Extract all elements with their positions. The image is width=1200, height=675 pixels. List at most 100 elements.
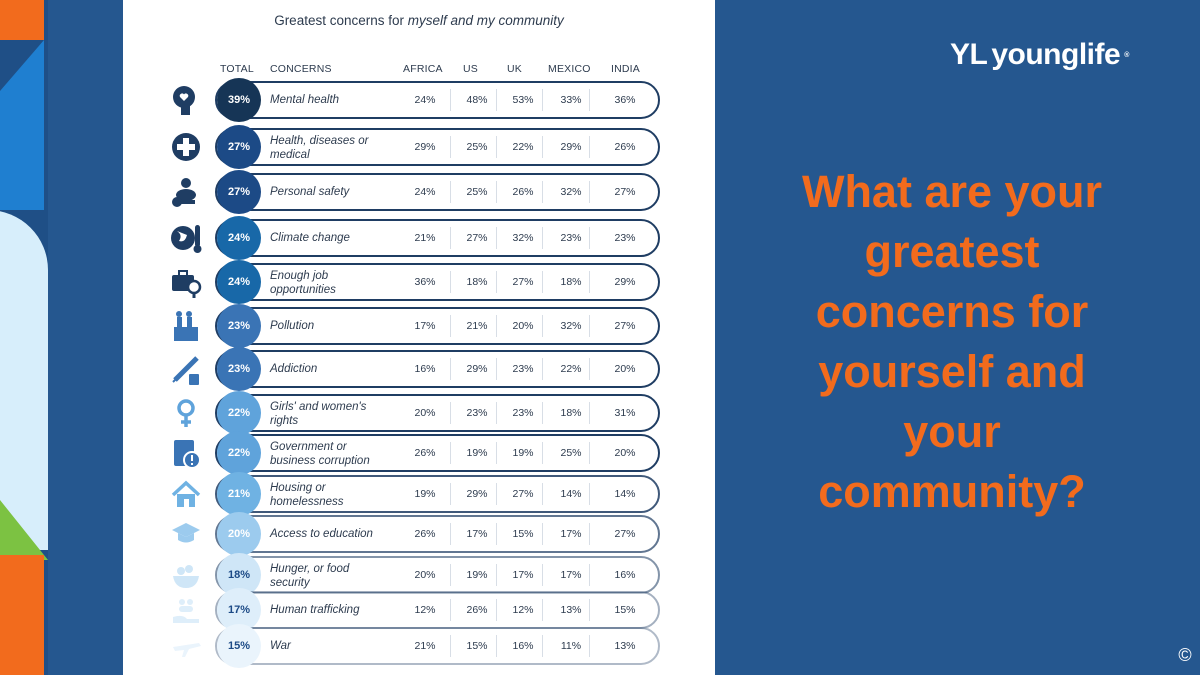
column-separator (542, 402, 543, 424)
total-value: 24% (217, 260, 261, 304)
country-value: 19% (512, 447, 534, 459)
country-value: 20% (614, 363, 636, 375)
globe-thermometer-icon (169, 221, 203, 255)
column-header: MEXICO (548, 63, 591, 75)
total-value: 24% (217, 216, 261, 260)
question-heading: What are your greatest concerns for your… (801, 166, 1103, 517)
country-value: 32% (560, 320, 582, 332)
column-separator (496, 564, 497, 586)
country-value: 29% (614, 276, 636, 288)
country-value: 12% (512, 604, 534, 616)
total-value: 21% (217, 472, 261, 516)
country-value: 18% (466, 276, 488, 288)
house-icon (169, 477, 203, 511)
country-value: 15% (512, 528, 534, 540)
table-row (215, 350, 660, 388)
column-separator (450, 635, 451, 657)
column-separator (589, 315, 590, 337)
country-value: 17% (560, 528, 582, 540)
hand-people-icon (169, 593, 203, 627)
concern-label: Hunger, or food security (270, 563, 350, 589)
column-separator (589, 181, 590, 203)
country-value: 18% (560, 407, 582, 419)
total-value: 39% (217, 78, 261, 122)
food-bowl-icon (169, 558, 203, 592)
column-separator (496, 442, 497, 464)
column-separator (542, 442, 543, 464)
table-row (215, 307, 660, 345)
country-value: 19% (414, 488, 436, 500)
column-separator (589, 564, 590, 586)
column-separator (496, 227, 497, 249)
chart-panel: Greatest concerns for myself and my comm… (123, 0, 715, 675)
column-separator (589, 483, 590, 505)
medical-cross-icon (169, 130, 203, 164)
country-value: 25% (466, 141, 488, 153)
concern-label: Access to education (270, 528, 373, 540)
country-value: 15% (466, 640, 488, 652)
column-header: UK (507, 63, 522, 75)
column-separator (496, 599, 497, 621)
column-header: CONCERNS (270, 63, 332, 75)
table-row (215, 627, 660, 665)
country-value: 25% (560, 447, 582, 459)
column-separator (450, 227, 451, 249)
plane-icon (169, 629, 203, 663)
column-separator (589, 89, 590, 111)
column-separator (496, 358, 497, 380)
country-value: 17% (512, 569, 534, 581)
country-value: 22% (512, 141, 534, 153)
country-value: 27% (512, 276, 534, 288)
concern-label: Pollution (270, 320, 315, 332)
total-value: 27% (217, 125, 261, 169)
concern-label: Housing or homelessness (270, 482, 344, 508)
country-value: 31% (614, 407, 636, 419)
briefcase-search-icon (169, 265, 203, 299)
country-value: 27% (466, 232, 488, 244)
country-value: 36% (614, 94, 636, 106)
chart-title: Greatest concerns for myself and my comm… (274, 13, 564, 28)
country-value: 33% (560, 94, 582, 106)
concern-label: Enough job opportunities (270, 270, 336, 296)
country-value: 23% (466, 407, 488, 419)
country-value: 27% (614, 186, 636, 198)
logo-mark: YL (950, 38, 988, 71)
country-value: 26% (512, 186, 534, 198)
graduation-cap-icon (169, 517, 203, 551)
column-separator (542, 181, 543, 203)
column-separator (542, 599, 543, 621)
table-row (215, 515, 660, 553)
column-separator (496, 483, 497, 505)
country-value: 48% (466, 94, 488, 106)
column-separator (589, 271, 590, 293)
country-value: 20% (512, 320, 534, 332)
column-separator (589, 442, 590, 464)
table-row (215, 128, 660, 166)
table-row (215, 263, 660, 301)
concern-label: Health, diseases or medical (270, 135, 369, 161)
total-value: 22% (217, 431, 261, 475)
concern-label: Government or business corruption (270, 441, 370, 467)
country-value: 26% (466, 604, 488, 616)
country-value: 16% (614, 569, 636, 581)
column-separator (450, 181, 451, 203)
total-value: 22% (217, 391, 261, 435)
country-value: 23% (560, 232, 582, 244)
factory-icon (169, 309, 203, 343)
column-separator (589, 523, 590, 545)
column-separator (589, 136, 590, 158)
column-separator (589, 402, 590, 424)
column-separator (496, 315, 497, 337)
concern-label: Mental health (270, 94, 340, 106)
total-value: 23% (217, 347, 261, 391)
country-value: 29% (414, 141, 436, 153)
country-value: 13% (614, 640, 636, 652)
country-value: 21% (414, 232, 436, 244)
country-value: 12% (414, 604, 436, 616)
column-separator (542, 136, 543, 158)
column-separator (542, 315, 543, 337)
column-separator (450, 315, 451, 337)
table-row (215, 394, 660, 432)
country-value: 26% (414, 528, 436, 540)
country-value: 26% (614, 141, 636, 153)
